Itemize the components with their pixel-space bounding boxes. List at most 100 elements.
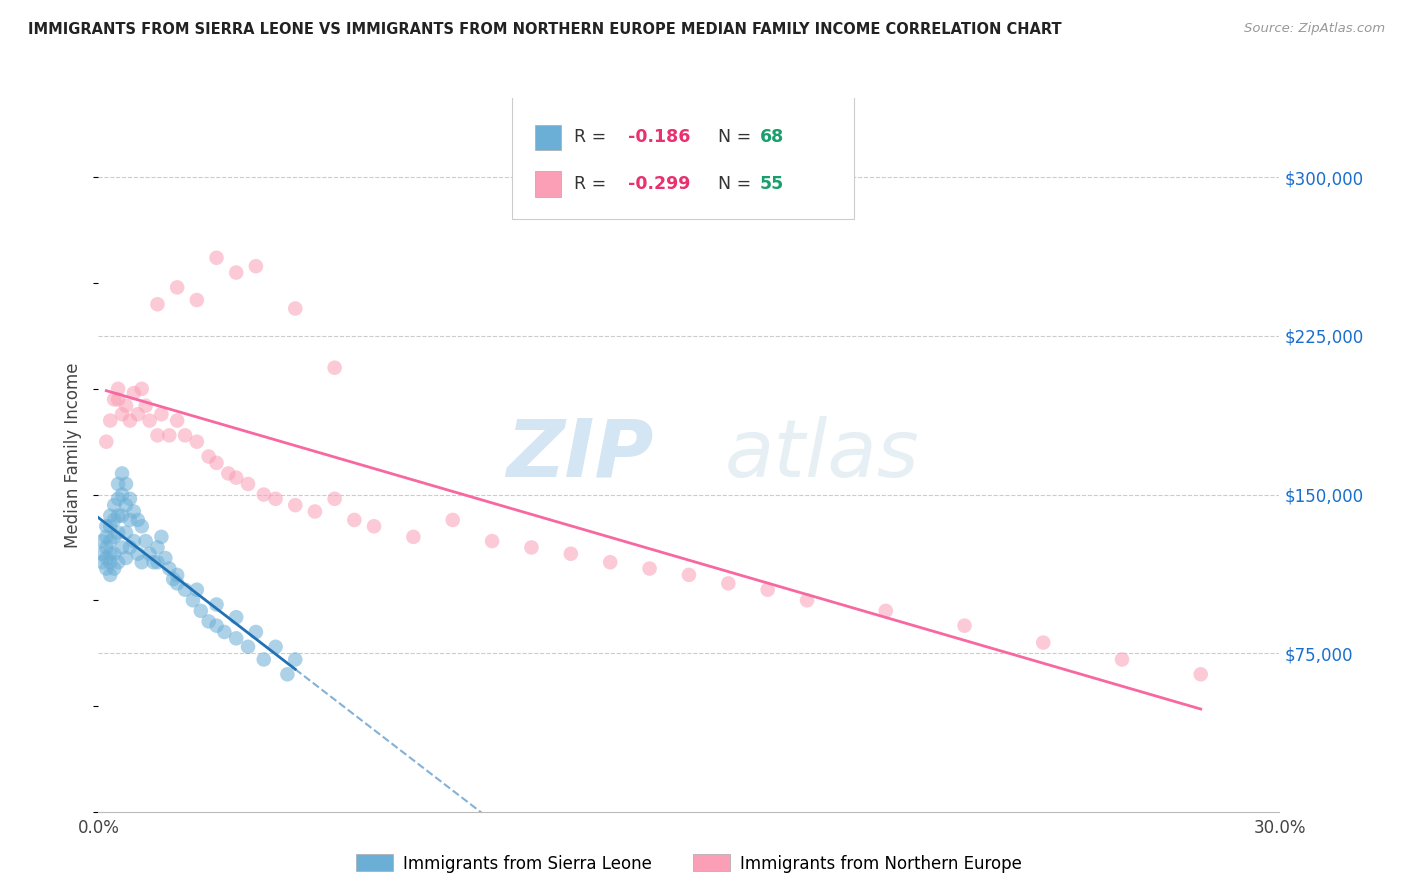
Point xyxy=(343,513,366,527)
Point xyxy=(205,456,228,470)
Point xyxy=(111,467,134,481)
Point xyxy=(98,547,121,561)
Point xyxy=(131,555,153,569)
Text: N =: N = xyxy=(707,175,756,193)
Point xyxy=(174,428,197,442)
Point xyxy=(225,632,247,646)
Point xyxy=(115,399,138,413)
Point xyxy=(205,618,228,632)
Point xyxy=(174,582,197,597)
Point xyxy=(111,541,134,555)
Text: 68: 68 xyxy=(759,128,785,146)
FancyBboxPatch shape xyxy=(512,95,855,219)
Point xyxy=(253,487,276,501)
Point xyxy=(236,640,259,654)
Point xyxy=(245,259,267,273)
Point xyxy=(91,534,114,549)
Text: atlas: atlas xyxy=(724,416,920,494)
Point xyxy=(98,534,121,549)
Point xyxy=(103,561,125,575)
Point xyxy=(127,407,149,421)
Point xyxy=(146,555,169,569)
Point xyxy=(131,382,153,396)
Point xyxy=(146,297,169,311)
Point xyxy=(284,652,307,666)
Point xyxy=(756,582,779,597)
FancyBboxPatch shape xyxy=(536,171,561,196)
Point xyxy=(276,667,298,681)
Point xyxy=(122,504,145,518)
Point xyxy=(111,407,134,421)
Point xyxy=(118,491,141,506)
Point xyxy=(103,513,125,527)
Point xyxy=(190,604,212,618)
Point xyxy=(131,519,153,533)
Point xyxy=(107,392,129,407)
Point xyxy=(560,547,582,561)
Point xyxy=(441,513,464,527)
Point xyxy=(98,568,121,582)
Point xyxy=(103,498,125,512)
Point xyxy=(678,568,700,582)
Point xyxy=(107,477,129,491)
Text: -0.186: -0.186 xyxy=(627,128,690,146)
Text: N =: N = xyxy=(707,128,756,146)
Point xyxy=(205,251,228,265)
Point xyxy=(214,625,236,640)
Point xyxy=(264,491,287,506)
Point xyxy=(197,615,219,629)
Text: ZIP: ZIP xyxy=(506,416,654,494)
Point xyxy=(638,561,661,575)
Point xyxy=(118,413,141,427)
Point xyxy=(253,652,276,666)
Point xyxy=(146,541,169,555)
Point xyxy=(142,555,165,569)
Point xyxy=(111,508,134,523)
Text: R =: R = xyxy=(575,175,612,193)
Point xyxy=(91,547,114,561)
Point xyxy=(323,491,346,506)
Point xyxy=(181,593,204,607)
Point xyxy=(103,547,125,561)
Point xyxy=(107,382,129,396)
Point xyxy=(186,582,208,597)
Point xyxy=(96,541,118,555)
Point xyxy=(1032,635,1054,649)
Point xyxy=(284,301,307,316)
FancyBboxPatch shape xyxy=(536,125,561,150)
Point xyxy=(186,293,208,307)
Point xyxy=(245,625,267,640)
Point xyxy=(225,610,247,624)
Point xyxy=(166,413,188,427)
Point xyxy=(91,555,114,569)
Point xyxy=(150,407,173,421)
Point xyxy=(115,551,138,566)
Point xyxy=(118,513,141,527)
Point xyxy=(135,534,157,549)
Point xyxy=(138,547,160,561)
Point xyxy=(98,519,121,533)
Point xyxy=(122,534,145,549)
Point xyxy=(115,525,138,540)
Point xyxy=(717,576,740,591)
Point xyxy=(107,491,129,506)
Legend: Immigrants from Sierra Leone, Immigrants from Northern Europe: Immigrants from Sierra Leone, Immigrants… xyxy=(350,847,1028,880)
Point xyxy=(96,519,118,533)
Point xyxy=(146,428,169,442)
Text: R =: R = xyxy=(575,128,612,146)
Point xyxy=(1189,667,1212,681)
Point xyxy=(236,477,259,491)
Point xyxy=(127,547,149,561)
Point xyxy=(111,487,134,501)
Point xyxy=(166,576,188,591)
Point xyxy=(96,551,118,566)
Point xyxy=(197,450,219,464)
Point xyxy=(103,530,125,544)
Point xyxy=(186,434,208,449)
Point xyxy=(304,504,326,518)
Text: 55: 55 xyxy=(759,175,785,193)
Point xyxy=(107,525,129,540)
Y-axis label: Median Family Income: Median Family Income xyxy=(65,362,83,548)
Point xyxy=(115,498,138,512)
Point xyxy=(107,555,129,569)
